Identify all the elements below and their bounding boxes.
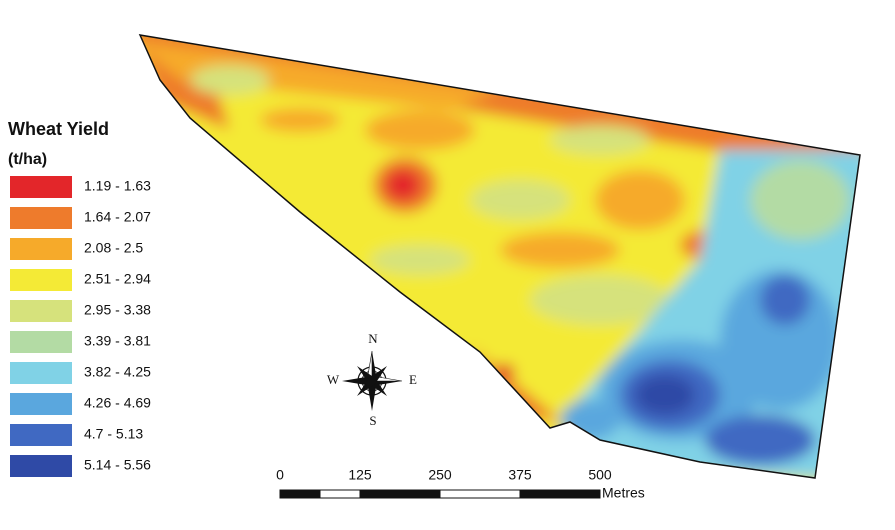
yield-zone [365, 110, 475, 150]
yield-zone [760, 275, 810, 325]
yield-zone [550, 125, 650, 155]
yield-zone [385, 169, 421, 201]
legend-swatch [10, 331, 72, 353]
compass-east: E [409, 372, 417, 387]
compass [342, 350, 403, 411]
scale-segment [319, 489, 361, 499]
yield-raster [140, 35, 860, 478]
scale-tick-label: 125 [348, 467, 372, 483]
compass-west: W [327, 372, 340, 387]
field-boundary [138, 34, 861, 479]
scale-tick-label: 250 [428, 467, 452, 483]
legend-label: 4.7 - 5.13 [84, 426, 143, 442]
legend-swatch [10, 424, 72, 446]
legend-label: 1.64 - 2.07 [84, 209, 151, 225]
legend-label: 2.95 - 3.38 [84, 302, 151, 318]
yield-zone [500, 232, 620, 268]
legend-label: 3.82 - 4.25 [84, 364, 151, 380]
yield-zone [595, 170, 685, 230]
scale-segment [359, 489, 441, 499]
legend: 1.19 - 1.63 1.64 - 2.07 2.08 - 2.5 2.51 - 2… [10, 176, 151, 477]
legend-swatch [10, 393, 72, 415]
scale-tick-label: 500 [588, 467, 612, 483]
scale-unit: Metres [602, 485, 645, 501]
yield-zone [260, 108, 340, 132]
legend-label: 2.08 - 2.5 [84, 240, 143, 256]
legend-label: 1.19 - 1.63 [84, 178, 151, 194]
yield-zone [140, 40, 500, 110]
yield-zone [470, 345, 560, 420]
legend-swatch [10, 207, 72, 229]
legend-label: 5.14 - 5.56 [84, 457, 151, 473]
compass-north: N [368, 331, 378, 346]
yield-zone [705, 415, 815, 465]
yield-zone [370, 245, 470, 275]
legend-swatch [10, 269, 72, 291]
legend-swatch [10, 362, 72, 384]
legend-swatch [10, 176, 72, 198]
scale-tick-label: 0 [276, 467, 284, 483]
yield-zone [635, 375, 695, 415]
legend-label: 4.26 - 4.69 [84, 395, 151, 411]
legend-swatch [10, 238, 72, 260]
yield-zone [530, 275, 670, 325]
scale-bar: 0 125 250 375 500 [276, 467, 612, 499]
compass-south: S [369, 413, 376, 428]
legend-label: 2.51 - 2.94 [84, 271, 151, 287]
legend-swatch [10, 455, 72, 477]
scale-segment [519, 489, 601, 499]
yield-zone [750, 160, 850, 240]
legend-swatch [10, 300, 72, 322]
yield-zone [470, 180, 570, 220]
legend-title: Wheat Yield [8, 119, 109, 139]
legend-label: 3.39 - 3.81 [84, 333, 151, 349]
yield-zone [190, 65, 270, 95]
legend-unit: (t/ha) [8, 151, 47, 168]
scale-tick-label: 375 [508, 467, 532, 483]
scale-segment [279, 489, 321, 499]
scale-segment [439, 489, 521, 499]
